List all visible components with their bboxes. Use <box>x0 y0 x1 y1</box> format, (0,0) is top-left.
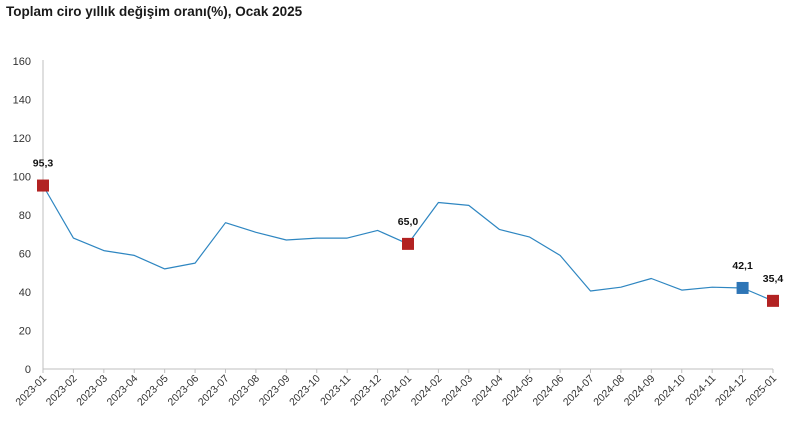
data-marker <box>736 281 749 294</box>
data-label: 42,1 <box>732 260 753 272</box>
data-label: 65,0 <box>398 216 419 228</box>
chart-title: Toplam ciro yıllık değişim oranı(%), Oca… <box>6 4 303 19</box>
x-tick-label: 2023-09 <box>257 373 293 409</box>
data-marker <box>767 294 779 307</box>
x-tick-label: 2024-03 <box>439 373 475 409</box>
x-tick-label: 2023-01 <box>13 373 49 409</box>
x-tick-label: 2024-11 <box>683 373 718 408</box>
x-tick-label: 2024-09 <box>622 373 658 409</box>
x-tick-label: 2023-07 <box>196 373 232 409</box>
data-label: 35,4 <box>763 273 784 285</box>
data-label: 95,3 <box>33 158 54 170</box>
y-tick-label: 100 <box>13 172 31 184</box>
x-tick-label: 2024-08 <box>591 373 627 409</box>
x-axis-ticks: 2023-012023-022023-032023-042023-052023-… <box>13 369 779 408</box>
y-tick-label: 120 <box>13 133 31 145</box>
x-tick-label: 2023-08 <box>226 373 262 409</box>
x-tick-label: 2023-10 <box>287 373 323 409</box>
y-tick-label: 160 <box>13 56 31 68</box>
x-tick-label: 2023-03 <box>74 373 110 409</box>
x-tick-label: 2023-12 <box>348 373 384 409</box>
y-tick-label: 140 <box>13 95 31 107</box>
x-tick-label: 2024-06 <box>530 373 566 409</box>
y-axis-ticks: 0 20 40 60 80 100 120 140 160 <box>13 56 31 376</box>
data-markers <box>37 179 779 307</box>
x-tick-label: 2024-04 <box>470 373 506 409</box>
x-tick-label: 2024-02 <box>409 373 445 409</box>
chart-axes <box>42 60 773 370</box>
x-tick-label: 2024-01 <box>378 373 414 409</box>
x-tick-label: 2023-11 <box>318 373 353 408</box>
data-labels: 95,3 65,0 42,1 35,4 <box>33 158 784 285</box>
y-tick-label: 0 <box>25 364 31 376</box>
y-tick-label: 60 <box>19 249 31 261</box>
y-tick-label: 80 <box>19 210 31 222</box>
x-tick-label: 2025-01 <box>743 373 779 409</box>
x-tick-label: 2024-12 <box>713 373 749 409</box>
x-tick-label: 2023-06 <box>165 373 201 409</box>
data-marker <box>37 179 49 192</box>
x-tick-label: 2023-04 <box>105 373 141 409</box>
x-tick-label: 2024-07 <box>561 373 597 409</box>
data-marker <box>402 237 414 250</box>
x-tick-label: 2023-02 <box>44 373 80 409</box>
x-tick-label: 2024-05 <box>500 373 536 409</box>
x-tick-label: 2023-05 <box>135 373 171 409</box>
y-tick-label: 40 <box>19 287 31 299</box>
x-tick-label: 2024-10 <box>652 373 688 409</box>
y-tick-label: 20 <box>19 326 31 338</box>
